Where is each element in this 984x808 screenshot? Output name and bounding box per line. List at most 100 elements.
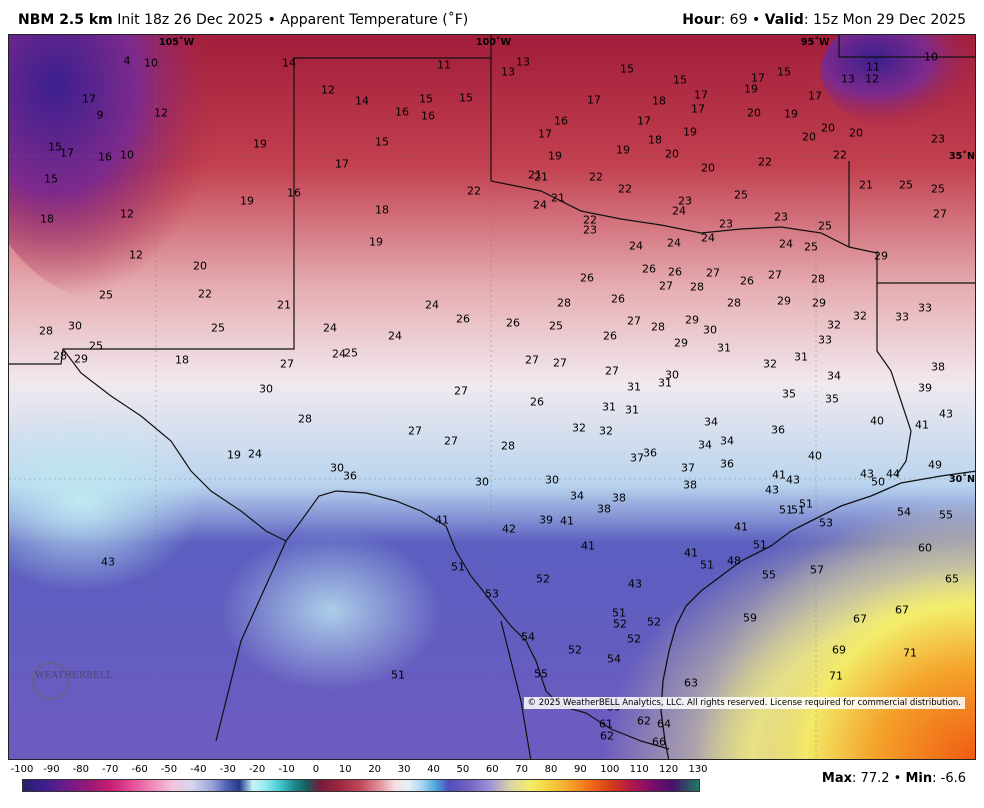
- temperature-value: 51: [391, 669, 405, 682]
- temperature-value: 67: [853, 613, 867, 626]
- temperature-value: 42: [502, 523, 516, 536]
- temperature-value: 17: [637, 115, 651, 128]
- temperature-value: 69: [832, 644, 846, 657]
- colorbar-tick-label: -80: [72, 764, 89, 775]
- colorbar-tick-label: 50: [456, 764, 470, 775]
- temperature-value: 39: [918, 382, 932, 395]
- temperature-value: 17: [751, 72, 765, 85]
- temperature-value: 21: [859, 179, 873, 192]
- colorbar-tick-label: 120: [659, 764, 679, 775]
- temperature-value: 26: [530, 396, 544, 409]
- temperature-value: 25: [549, 320, 563, 333]
- temperature-value: 29: [777, 295, 791, 308]
- temperature-value: 27: [933, 208, 947, 221]
- temperature-value: 55: [762, 569, 776, 582]
- temperature-value: 23: [774, 211, 788, 224]
- temperature-value: 38: [597, 503, 611, 516]
- temperature-value: 18: [375, 204, 389, 217]
- temperature-value: 26: [580, 272, 594, 285]
- forecast-time: Hour: 69 • Valid: 15z Mon 29 Dec 2025: [682, 12, 966, 28]
- temperature-value: 15: [459, 92, 473, 105]
- temperature-value: 54: [521, 631, 535, 644]
- temperature-value: 12: [321, 84, 335, 97]
- hour-label: Hour: [682, 12, 721, 28]
- temperature-value: 19: [548, 150, 562, 163]
- colorbar-tick-label: -30: [219, 764, 236, 775]
- temperature-value: 44: [886, 468, 900, 481]
- temperature-value: 27: [280, 358, 294, 371]
- temperature-value: 48: [727, 555, 741, 568]
- temperature-value: 26: [668, 266, 682, 279]
- temperature-value: 28: [727, 297, 741, 310]
- temperature-value: 30: [330, 462, 344, 475]
- colorbar-tick-labels: -100 -90 -80 -70 -60 -50 -40 -30 -20 -10 0 10 20 30 40…: [8, 764, 708, 778]
- colorbar-tick-label: 100: [600, 764, 620, 775]
- temperature-value: 19: [369, 236, 383, 249]
- temperature-value: 27: [605, 365, 619, 378]
- temperature-value: 24: [248, 448, 262, 461]
- temperature-value: 41: [915, 419, 929, 432]
- temperature-value: 31: [627, 381, 641, 394]
- temperature-value: 66: [652, 736, 666, 749]
- temperature-value: 11: [866, 61, 880, 74]
- temperature-value: 71: [903, 647, 917, 660]
- maxmin-separator: •: [893, 771, 902, 786]
- temperature-value: 28: [557, 297, 571, 310]
- lon-label-105w: 105˚W: [159, 37, 195, 48]
- temperature-value: 24: [533, 199, 547, 212]
- header-bar: NBM 2.5 km Init 18z 26 Dec 2025 • Appare…: [0, 0, 984, 36]
- temperature-value: 20: [802, 131, 816, 144]
- logo-text: WEATHERBELL: [35, 671, 113, 681]
- temperature-value: 27: [553, 357, 567, 370]
- temperature-value: 25: [99, 289, 113, 302]
- temperature-value: 4: [124, 55, 131, 68]
- temperature-value: 29: [74, 353, 88, 366]
- temperature-value: 19: [227, 449, 241, 462]
- temperature-value: 17: [808, 90, 822, 103]
- temperature-value: 18: [40, 213, 54, 226]
- temperature-value: 51: [791, 504, 805, 517]
- temperature-value: 19: [253, 138, 267, 151]
- temperature-value: 16: [554, 115, 568, 128]
- logo-ring-icon: [32, 662, 70, 700]
- temperature-value: 41: [581, 540, 595, 553]
- temperature-colorbar: [22, 779, 700, 792]
- temperature-value: 41: [684, 547, 698, 560]
- valid-value: : 15z Mon 29 Dec 2025: [803, 12, 966, 28]
- temperature-value: 34: [827, 370, 841, 383]
- temperature-value: 15: [620, 63, 634, 76]
- temperature-value: 43: [939, 408, 953, 421]
- temperature-value: 25: [344, 347, 358, 360]
- temperature-value: 15: [673, 74, 687, 87]
- temperature-map[interactable]: 105˚W 100˚W 95˚W 35˚N 30˚N 4 10 14 11 13 13 15…: [8, 34, 976, 760]
- temperature-value: 13: [501, 66, 515, 79]
- temperature-value: 25: [89, 340, 103, 353]
- colorbar-tick-label: 40: [427, 764, 440, 775]
- temperature-value: 34: [570, 490, 584, 503]
- colorbar-tick-label: -70: [102, 764, 119, 775]
- temperature-value: 11: [437, 59, 451, 72]
- temperature-value: 16: [395, 106, 409, 119]
- temperature-value: 34: [698, 439, 712, 452]
- temperature-value: 31: [794, 351, 808, 364]
- temperature-value: 16: [98, 151, 112, 164]
- lon-label-95w: 95˚W: [801, 37, 830, 48]
- temperature-value: 23: [719, 218, 733, 231]
- cold-core-shading: [9, 35, 251, 301]
- temperature-value: 60: [918, 542, 932, 555]
- temperature-value: 40: [870, 415, 884, 428]
- temperature-value: 19: [784, 108, 798, 121]
- temperature-value: 29: [685, 314, 699, 327]
- temperature-value: 17: [587, 94, 601, 107]
- temperature-value: 28: [651, 321, 665, 334]
- temperature-value: 30: [703, 324, 717, 337]
- colorbar-tick-label: -20: [248, 764, 266, 775]
- init-time: Init 18z 26 Dec 2025: [117, 12, 264, 28]
- temperature-value: 52: [568, 644, 582, 657]
- temperature-value: 51: [799, 498, 813, 511]
- colorbar-tick-label: 90: [574, 764, 587, 775]
- temperature-value: 55: [939, 509, 953, 522]
- title-separator: •: [267, 12, 276, 28]
- temperature-value: 16: [421, 110, 435, 123]
- max-label: Max: [821, 771, 853, 786]
